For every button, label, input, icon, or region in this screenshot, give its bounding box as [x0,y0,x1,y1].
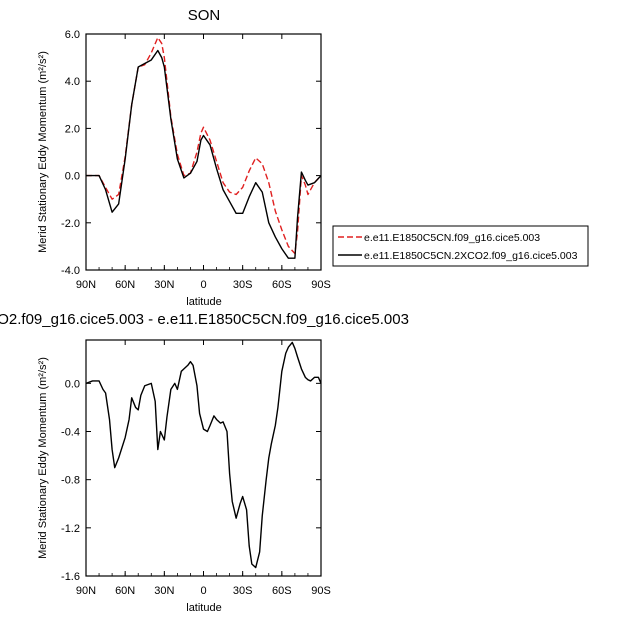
bottom-y-axis-label: Merid Stationary Eddy Momentum (m²/s²) [37,357,49,559]
bottom-y-tick-label-3: -0.4 [61,427,80,439]
bottom-x-tick-label-5: 60S [272,585,292,597]
bottom-plot-frame [85,339,322,577]
top-y-tick-label-1: -2.0 [61,218,80,230]
top-x-tick-label-5: 60S [272,279,292,291]
bottom-y-tick-label-4: 0.0 [65,378,80,390]
bottom-x-axis-label: latitude [186,602,221,614]
legend-label-2xco2: e.e11.E1850C5CN.2XCO2.f09_g16.cice5.003 [364,250,578,262]
bottom-chart-title: e.e11.E1850C5CN.2XCO2.f09_g16.cice5.003 … [0,311,409,328]
top-x-axis-label: latitude [186,296,221,308]
bottom-panel: e.e11.E1850C5CN.2XCO2.f09_g16.cice5.003 … [0,311,409,614]
top-x-tick-label-3: 0 [200,279,206,291]
top-y-tick-label-3: 2.0 [65,123,80,135]
top-plot-frame [85,33,322,271]
bottom-x-tick-label-6: 90S [311,585,331,597]
bottom-y-tick-label-2: -0.8 [61,475,80,487]
top-x-tick-label-1: 60N [115,279,135,291]
legend-label-control: e.e11.E1850C5CN.f09_g16.cice5.003 [364,232,540,244]
top-series-line-0 [86,36,322,255]
top-panel: SON 90N 60N 30N 0 30S 60S 90S -4.0 -2.0 0.0 2.0 4.… [37,7,589,308]
top-x-tick-label-0: 90N [76,279,96,291]
bottom-y-ticks: -1.6 -1.2 -0.8 -0.4 0.0 [61,378,321,583]
bottom-x-tick-label-3: 0 [200,585,206,597]
legend-box [332,225,589,267]
bottom-y-tick-label-1: -1.2 [61,523,80,535]
top-y-axis-label: Merid Stationary Eddy Momentum (m²/s²) [37,51,49,253]
legend: e.e11.E1850C5CN.f09_g16.cice5.003 e.e11.… [332,225,589,267]
top-x-ticks: 90N 60N 30N 0 30S 60S 90S [76,34,331,291]
top-x-tick-label-6: 90S [311,279,331,291]
bottom-x-tick-label-2: 30N [154,585,174,597]
top-y-tick-label-4: 4.0 [65,76,80,88]
top-series-group [86,36,322,259]
bottom-x-tick-label-4: 30S [233,585,253,597]
top-series-line-1 [86,49,322,259]
bottom-x-ticks: 90N 60N 30N 0 30S 60S 90S [76,340,331,597]
bottom-x-tick-label-0: 90N [76,585,96,597]
bottom-series-line-0 [85,341,322,569]
top-y-tick-label-0: -4.0 [61,265,80,277]
top-y-tick-label-5: 6.0 [65,29,80,41]
bottom-series-group [85,341,322,569]
bottom-x-tick-label-1: 60N [115,585,135,597]
top-x-tick-label-2: 30N [154,279,174,291]
bottom-y-tick-label-0: -1.6 [61,571,80,583]
top-chart-title: SON [188,7,221,24]
top-y-ticks: -4.0 -2.0 0.0 2.0 4.0 6.0 [61,29,321,277]
top-x-tick-label-4: 30S [233,279,253,291]
top-y-tick-label-2: 0.0 [65,171,80,183]
